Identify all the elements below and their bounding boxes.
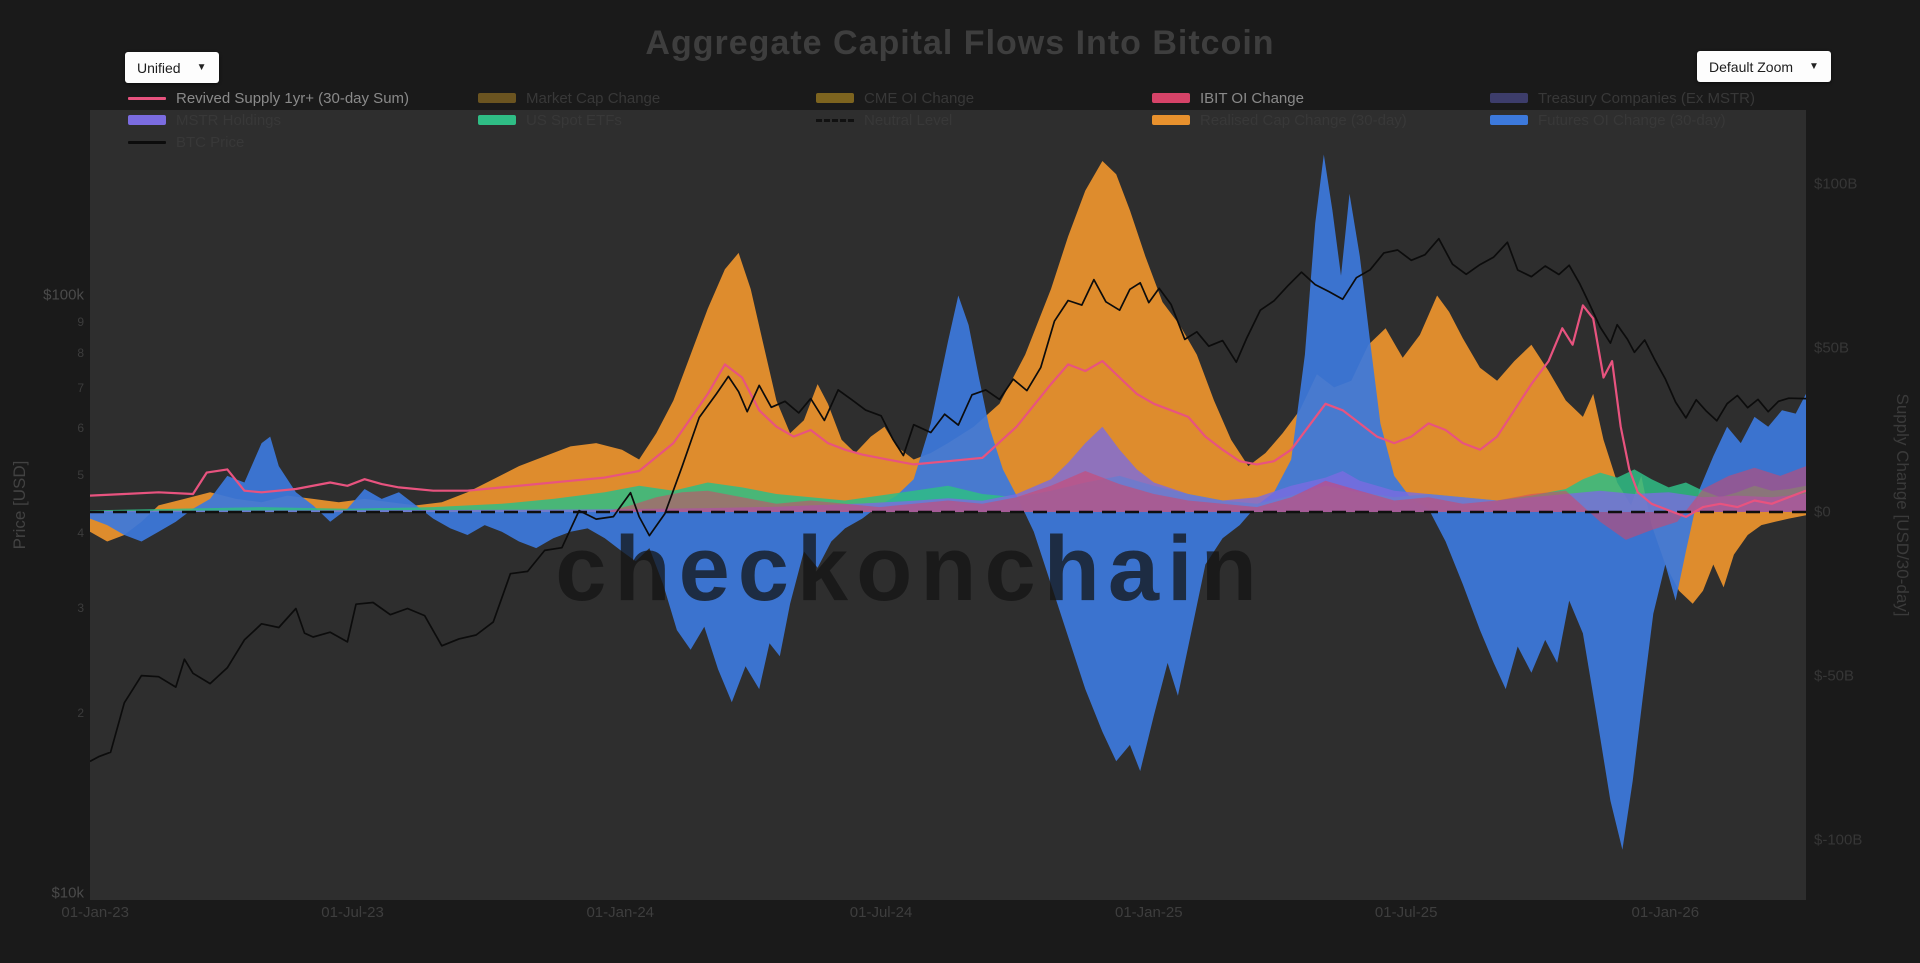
legend-item-revived-supply-1yr-30-day-sum[interactable]: Revived Supply 1yr+ (30-day Sum) (128, 89, 410, 107)
series-ibit-oi-change (90, 466, 1806, 540)
legend-mode-dropdown[interactable]: Unified ▼ (125, 52, 219, 83)
series-revived-supply-1yr (90, 304, 1806, 518)
legend-label: Market Cap Change (526, 89, 661, 107)
x-tick: 01-Jan-26 (1631, 904, 1700, 921)
left-minor-tick: 9 (77, 315, 84, 330)
legend-swatch-icon (128, 140, 166, 144)
legend-item-realised-cap-change-30-day[interactable]: Realised Cap Change (30-day) (1152, 111, 1407, 129)
legend-label: US Spot ETFs (526, 111, 622, 129)
legend-swatch-icon (128, 115, 166, 125)
right-tick: $-100B (1814, 831, 1863, 849)
legend-item-neutral-level[interactable]: Neutral Level (816, 111, 953, 129)
right-tick: $100B (1814, 175, 1858, 193)
left-minor-tick: 3 (77, 600, 84, 615)
left-minor-tick: 7 (77, 380, 84, 395)
legend-label: CME OI Change (864, 89, 975, 107)
legend-item-btc-price[interactable]: BTC Price (128, 133, 245, 151)
legend-item-mstr-holdings[interactable]: MSTR Holdings (128, 111, 282, 129)
legend-swatch-icon (1152, 93, 1190, 103)
legend-mode-value: Unified (137, 59, 181, 76)
legend-swatch-icon (1490, 93, 1528, 103)
right-axis-title: Supply Change [USD/30-day] (1893, 393, 1912, 617)
left-minor-tick: 2 (77, 705, 84, 720)
zoom-value: Default Zoom (1709, 58, 1794, 75)
legend-swatch-icon (816, 118, 854, 122)
legend-label: Realised Cap Change (30-day) (1200, 111, 1407, 129)
legend-label: Treasury Companies (Ex MSTR) (1538, 89, 1755, 107)
right-tick: $0 (1814, 503, 1831, 521)
legend-item-treasury-companies-ex-mstr[interactable]: Treasury Companies (Ex MSTR) (1490, 89, 1755, 107)
legend-swatch-icon (478, 93, 516, 103)
legend-label: Futures OI Change (30-day) (1538, 111, 1726, 129)
legend-swatch-icon (1152, 115, 1190, 125)
left-minor-tick: 4 (77, 525, 84, 540)
series-btc-price (90, 237, 1806, 763)
watermark: checkonchain (555, 518, 1265, 620)
legend-label: Neutral Level (864, 111, 953, 129)
legend-item-us-spot-etfs[interactable]: US Spot ETFs (478, 111, 622, 129)
zoom-dropdown[interactable]: Default Zoom ▼ (1697, 51, 1831, 82)
right-tick: $50B (1814, 339, 1850, 357)
left-minor-tick: 6 (77, 420, 84, 435)
legend-swatch-icon (816, 93, 854, 103)
x-tick: 01-Jul-23 (321, 904, 384, 921)
legend-swatch-icon (478, 115, 516, 125)
x-tick: 01-Jan-25 (1114, 904, 1183, 921)
chevron-down-icon: ▼ (196, 62, 207, 73)
right-tick: $-50B (1814, 667, 1855, 685)
legend-label: MSTR Holdings (176, 111, 282, 129)
legend-item-ibit-oi-change[interactable]: IBIT OI Change (1152, 89, 1304, 107)
x-tick: 01-Jul-24 (849, 904, 913, 921)
legend-label: BTC Price (176, 133, 245, 151)
page-title: Aggregate Capital Flows Into Bitcoin (645, 24, 1275, 62)
left-axis-title: Price [USD] (10, 460, 29, 550)
left-tick: $10k (51, 884, 84, 902)
x-tick: 01-Jul-25 (1374, 904, 1438, 921)
legend-item-cme-oi-change[interactable]: CME OI Change (816, 89, 975, 107)
chevron-down-icon: ▼ (1809, 61, 1819, 72)
left-minor-tick: 8 (77, 345, 84, 360)
legend-swatch-icon (1490, 115, 1528, 125)
left-tick: $100k (43, 286, 84, 304)
legend-item-futures-oi-change-30-day[interactable]: Futures OI Change (30-day) (1490, 111, 1726, 129)
series-mstr-holdings (90, 426, 1806, 512)
legend-label: Revived Supply 1yr+ (30-day Sum) (176, 89, 410, 107)
legend-swatch-icon (128, 96, 166, 100)
legend-item-market-cap-change[interactable]: Market Cap Change (478, 89, 661, 107)
legend-label: IBIT OI Change (1200, 89, 1304, 107)
x-tick: 01-Jan-24 (586, 904, 655, 921)
x-tick: 01-Jan-23 (61, 904, 129, 921)
left-minor-tick: 5 (77, 468, 84, 483)
chart-canvas[interactable]: checkonchain (90, 110, 1806, 900)
